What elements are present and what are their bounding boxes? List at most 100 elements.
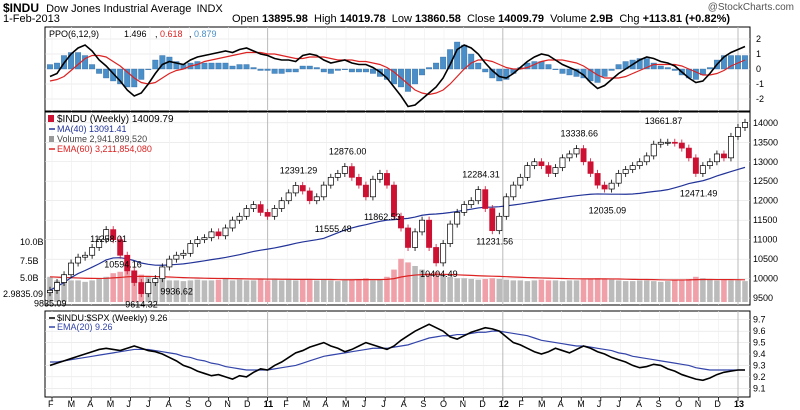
candle-body [685, 147, 692, 159]
volume-bar [531, 280, 538, 302]
volume-bar [68, 280, 74, 302]
ppo-histogram-bar [721, 55, 727, 70]
chg-label: Chg [619, 13, 640, 25]
ratio-legend-title: $INDU:$SPX (Weekly) 9.26 [57, 313, 167, 323]
price-annotation: 11258.01 [90, 234, 127, 244]
high-value: 14019.78 [339, 13, 386, 25]
ppo-histogram-bar [384, 68, 390, 80]
volume-bar [608, 279, 615, 302]
ppo-histogram-bar [138, 68, 145, 80]
ppo-histogram-bar [257, 68, 264, 71]
ratio-legend: $INDU:$SPX (Weekly) 9.26 EMA(20) 9.26 [49, 313, 167, 332]
candle-body [313, 196, 320, 202]
volume-bar [629, 281, 636, 302]
volume-bar [321, 279, 327, 302]
price-y-tick: 11500 [753, 215, 777, 225]
candle-body [531, 161, 538, 166]
ppo-signal-line [49, 51, 746, 96]
index-name: Dow Jones Industrial Average [46, 3, 192, 15]
candle-body [391, 184, 397, 217]
volume-bar [222, 278, 229, 302]
volume-bar [489, 278, 496, 302]
candle-body [376, 173, 383, 180]
candle-body [264, 212, 271, 217]
candle-body [243, 208, 250, 217]
candle-body [426, 219, 433, 248]
volume-bar [622, 281, 629, 302]
ppo-histogram-bar [145, 68, 152, 70]
high-label: High [314, 13, 337, 25]
candle-body [362, 184, 369, 198]
ratio-line [49, 323, 745, 382]
ppo-histogram-bar [285, 68, 292, 73]
volume-bar [426, 273, 432, 302]
volume-bar [728, 280, 734, 302]
ppo-histogram-bar [468, 53, 475, 70]
volume-legend: Volume 2,941,899,520 [57, 134, 147, 144]
x-tick-label: M [107, 399, 115, 409]
volume-bar [405, 262, 411, 302]
volume-y-tick: 10.0B [20, 237, 44, 247]
ppo-histogram-bar [643, 58, 650, 70]
ppo-histogram-bar [313, 67, 320, 70]
low-label: Low [391, 13, 412, 25]
ppo-histogram-bar [334, 68, 341, 71]
volume-ema-line [49, 273, 746, 281]
ppo-histogram-bar [362, 68, 369, 73]
volume-bar [433, 271, 439, 302]
candle-body [601, 184, 608, 190]
candle-body [250, 204, 257, 209]
exchange: INDX [196, 3, 223, 15]
candle-body [545, 165, 552, 174]
x-tick-label: 11 [264, 399, 274, 409]
volume-bar [159, 278, 166, 302]
volume-bar [89, 280, 95, 302]
volume-bar [573, 280, 580, 302]
ppo-histogram-bar [692, 68, 699, 80]
x-tick-label: J [126, 399, 130, 409]
price-annotation: 11231.56 [476, 237, 513, 247]
ppo-histogram-bar [426, 67, 433, 70]
volume-bar [412, 266, 418, 302]
candle-body [75, 256, 82, 264]
ppo-histogram-bar [208, 62, 215, 70]
volume-bar [342, 280, 348, 302]
x-tick-label: 12 [499, 399, 509, 409]
candle-body [257, 204, 264, 213]
ppo-histogram-bar [201, 62, 208, 70]
volume-bar [201, 280, 208, 302]
ema-legend: EMA(60) 3,211,854,080 [57, 144, 152, 154]
ppo-histogram-bar [82, 55, 89, 70]
candle-body [742, 122, 748, 128]
candle-body [145, 282, 152, 295]
ratio-y-tick: 9.2 [753, 372, 766, 382]
candle-body [334, 173, 341, 178]
ppo-histogram-bar [327, 68, 334, 74]
candle-body [692, 157, 699, 174]
price-annotation: 13338.66 [561, 129, 599, 139]
candle-body [355, 176, 362, 186]
ppo-histogram-bar [475, 62, 482, 70]
x-tick-label: M [68, 399, 76, 409]
low-value: 13860.58 [414, 13, 461, 25]
volume-bar [552, 280, 559, 302]
candle-body [587, 161, 594, 174]
chg-value: +113.81 (+0.82%) [642, 13, 731, 25]
volume-bar [96, 278, 102, 302]
price-annotation: 10404.49 [420, 269, 458, 279]
candle-body [552, 167, 559, 174]
ppo-legend: PPO(6,12,9) 1.496 , 0.618 , 0.879 [49, 29, 217, 39]
ppo-histogram-bar [278, 68, 285, 74]
volume-bar [510, 280, 517, 302]
x-tick-label: S [656, 399, 662, 409]
price-legend: $INDU (Weekly) 14009.79 MA(40) 13091.41 … [48, 114, 174, 154]
price-y-tick: 9500 [753, 293, 773, 303]
candle-body [468, 200, 475, 205]
candle-body [271, 208, 278, 217]
price-y-tick: 11000 [753, 235, 777, 245]
volume-bar [173, 280, 180, 302]
candle-body [201, 237, 208, 241]
x-tick-label: F [48, 399, 54, 409]
ppo-histogram-bar [68, 52, 74, 70]
candle-body [706, 161, 713, 166]
